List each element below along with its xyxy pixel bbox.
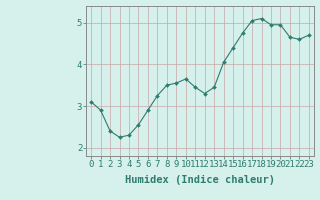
X-axis label: Humidex (Indice chaleur): Humidex (Indice chaleur): [125, 175, 275, 185]
